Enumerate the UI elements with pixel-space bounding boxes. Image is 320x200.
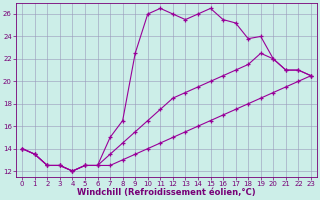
X-axis label: Windchill (Refroidissement éolien,°C): Windchill (Refroidissement éolien,°C) bbox=[77, 188, 256, 197]
